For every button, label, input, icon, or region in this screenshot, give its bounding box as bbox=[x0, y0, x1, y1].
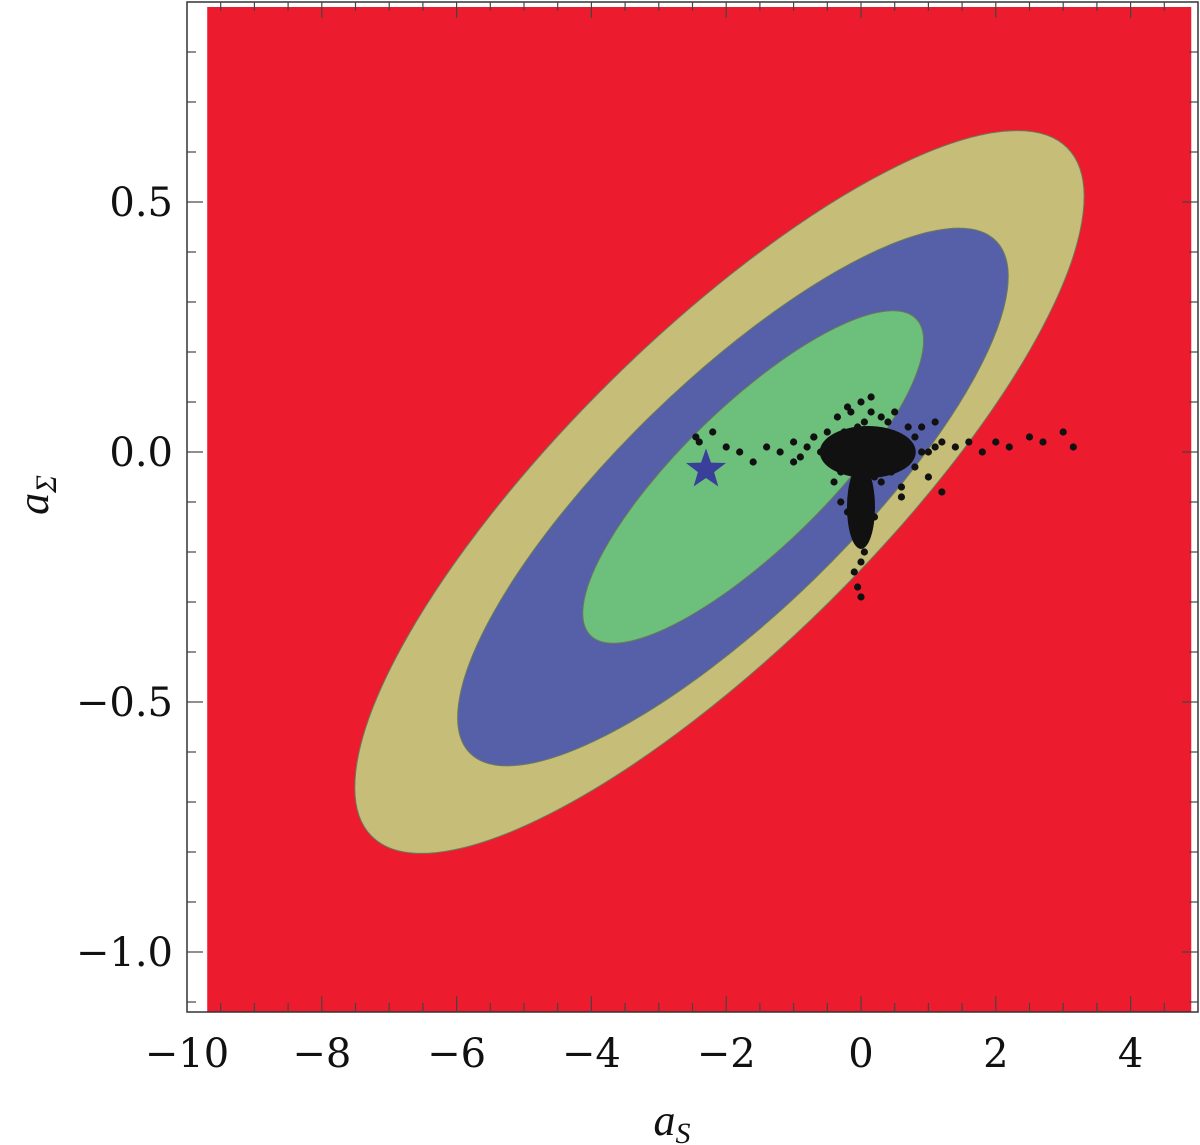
plot-area bbox=[207, 7, 1192, 1012]
scatter-point bbox=[904, 423, 912, 431]
scatter-point bbox=[938, 438, 946, 446]
scatter-point bbox=[867, 408, 875, 416]
x-tick-labels: −10 −8 −6 −4 −2 0 2 4 bbox=[145, 1031, 1144, 1077]
scatter-point bbox=[1025, 433, 1034, 441]
scatter-point bbox=[884, 418, 892, 426]
scatter-point bbox=[722, 443, 730, 451]
scatter-point bbox=[1005, 443, 1013, 451]
scatter-point bbox=[854, 583, 862, 591]
scatter-point bbox=[992, 438, 1000, 446]
scatter-point bbox=[1069, 443, 1077, 451]
scatter-point bbox=[924, 448, 933, 456]
inner-confidence-region bbox=[582, 310, 925, 644]
scatter-point bbox=[857, 593, 865, 601]
scatter-point bbox=[897, 493, 906, 501]
best-fit-star-icon bbox=[686, 448, 726, 487]
y-axis-title: aΣ bbox=[9, 475, 63, 515]
x-tick-label: −4 bbox=[562, 1031, 621, 1077]
scatter-point bbox=[749, 458, 757, 466]
x-tick-label: 2 bbox=[983, 1031, 1008, 1077]
scatter-point bbox=[763, 443, 771, 451]
scatter-point bbox=[803, 443, 811, 451]
scatter-point bbox=[891, 408, 899, 416]
x-tick-label: −8 bbox=[292, 1031, 351, 1077]
scatter-point bbox=[833, 413, 842, 421]
x-axis-title: aS bbox=[654, 1096, 691, 1145]
scatter-point bbox=[857, 558, 865, 566]
x-tick-label: −2 bbox=[697, 1031, 756, 1077]
scatter-point bbox=[951, 443, 959, 451]
scatter-point bbox=[823, 428, 831, 436]
scatter-point bbox=[877, 413, 885, 421]
scatter-point bbox=[692, 433, 700, 441]
scatter-point bbox=[1059, 428, 1067, 436]
scatter-point bbox=[796, 453, 804, 461]
scatter-point bbox=[790, 458, 798, 466]
y-tick-labels: 0.5 0.0 −0.5 −1.0 bbox=[76, 180, 173, 976]
x-tick-label: −6 bbox=[427, 1031, 486, 1077]
scatter-point bbox=[867, 393, 875, 401]
x-tick-label: 0 bbox=[848, 1031, 873, 1077]
scatter-point bbox=[911, 433, 919, 441]
axis-ticks bbox=[186, 1, 1199, 1012]
x-tick-label: −10 bbox=[145, 1031, 229, 1077]
y-tick-label: 0.5 bbox=[109, 180, 173, 226]
scatter-point bbox=[931, 443, 939, 451]
scatter-point bbox=[736, 448, 744, 456]
scatter-point bbox=[877, 478, 885, 486]
scatter-point bbox=[938, 488, 946, 496]
scatter-points bbox=[692, 393, 1077, 601]
scatter-cluster bbox=[819, 426, 916, 478]
scatter-cluster-tail bbox=[847, 465, 875, 549]
scatter-point bbox=[857, 398, 865, 406]
y-tick-label: 0.0 bbox=[109, 430, 173, 476]
scatter-point bbox=[837, 498, 845, 506]
y-tick-label: −1.0 bbox=[76, 930, 173, 976]
x-tick-label: 4 bbox=[1118, 1031, 1143, 1077]
scatter-point bbox=[810, 433, 818, 441]
scatter-point bbox=[709, 428, 717, 436]
scatter-point bbox=[924, 473, 933, 481]
scatter-point bbox=[860, 418, 868, 426]
scatter-point bbox=[847, 408, 855, 416]
scatter-point bbox=[911, 463, 919, 471]
scatter-point bbox=[860, 548, 868, 556]
scatter-point bbox=[897, 483, 906, 491]
scatter-point bbox=[790, 438, 798, 446]
scatter-point bbox=[776, 448, 784, 456]
scatter-point bbox=[1039, 438, 1047, 446]
scatter-point bbox=[978, 448, 986, 456]
scatter-point bbox=[965, 438, 973, 446]
scatter-point bbox=[850, 568, 858, 576]
y-tick-label: −0.5 bbox=[76, 680, 173, 726]
scatter-point bbox=[918, 423, 926, 431]
scatter-point bbox=[830, 478, 838, 486]
scatter-point bbox=[918, 448, 926, 456]
scatter-point bbox=[931, 418, 939, 426]
